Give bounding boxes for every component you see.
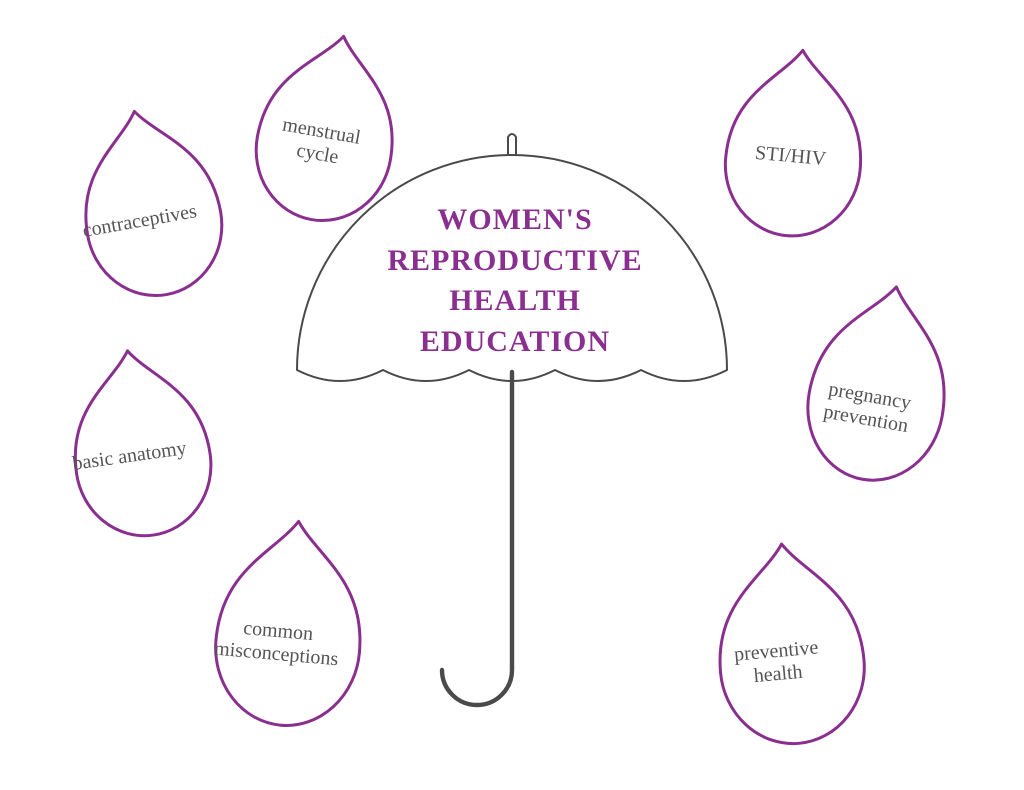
drop-basic-anatomy: [52, 331, 228, 550]
umbrella-title: WOMEN'S REPRODUCTIVE HEALTH EDUCATION: [365, 200, 665, 362]
title-line-2: REPRODUCTIVE: [387, 244, 642, 277]
raindrop-icon: [719, 44, 870, 241]
raindrop-icon: [68, 100, 233, 307]
infographic-stage: WOMEN'S REPRODUCTIVE HEALTH EDUCATION me…: [0, 0, 1024, 790]
title-line-3: HEALTH EDUCATION: [420, 284, 610, 358]
raindrop-icon: [796, 275, 963, 491]
title-line-1: WOMEN'S: [437, 203, 592, 236]
umbrella-handle: [442, 372, 512, 705]
umbrella-tip: [508, 134, 516, 155]
drop-label-preventive-health: preventive health: [733, 636, 821, 689]
drop-sti-hiv: [712, 34, 879, 246]
